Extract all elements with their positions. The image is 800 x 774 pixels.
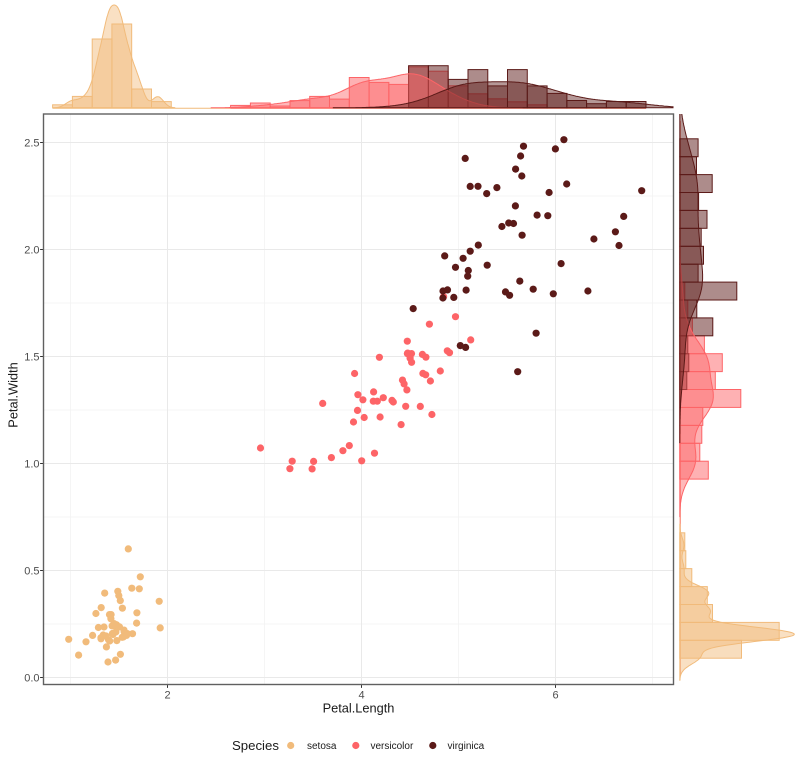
svg-text:Petal.Length: Petal.Length — [323, 701, 395, 716]
svg-text:Petal.Width: Petal.Width — [6, 362, 21, 427]
svg-text:0.0: 0.0 — [24, 673, 39, 685]
svg-text:2: 2 — [164, 690, 170, 702]
svg-text:4: 4 — [358, 690, 364, 702]
svg-text:Species: Species — [232, 738, 279, 753]
svg-text:setosa: setosa — [307, 741, 337, 752]
svg-text:1.5: 1.5 — [24, 352, 39, 364]
svg-text:6: 6 — [552, 690, 558, 702]
svg-text:versicolor: versicolor — [371, 741, 414, 752]
svg-text:0.5: 0.5 — [24, 566, 39, 578]
svg-text:virginica: virginica — [448, 741, 485, 752]
svg-text:2.5: 2.5 — [24, 138, 39, 150]
svg-text:1.0: 1.0 — [24, 459, 39, 471]
svg-text:2.0: 2.0 — [24, 245, 39, 257]
